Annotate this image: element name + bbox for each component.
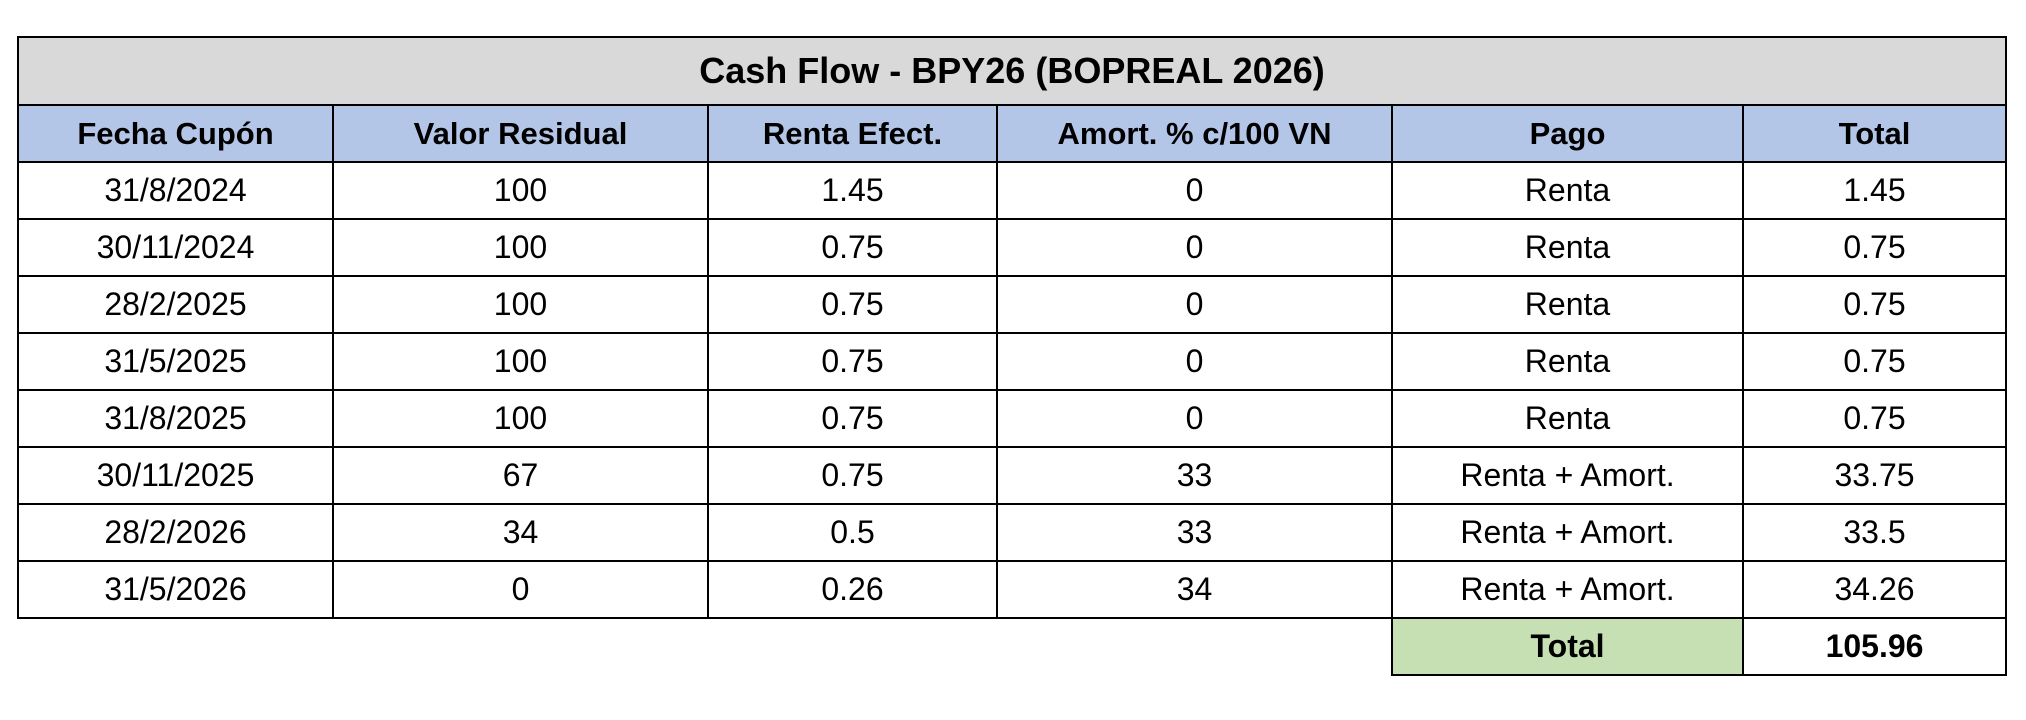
total-label: Total (1391, 617, 1744, 676)
data-cell: 34 (996, 560, 1393, 619)
column-header: Valor Residual (332, 104, 709, 163)
data-row: 31/5/2026 0 0.26 34 Renta + Amort. 34.26 (17, 560, 2007, 619)
data-cell: 67 (332, 446, 709, 505)
data-cell: 0 (996, 389, 1393, 448)
data-cell: 28/2/2025 (17, 275, 334, 334)
data-row: 30/11/2025 67 0.75 33 Renta + Amort. 33.75 (17, 446, 2007, 505)
column-header: Renta Efect. (707, 104, 998, 163)
data-cell: 33 (996, 446, 1393, 505)
data-cell: 0 (996, 275, 1393, 334)
data-cell: Renta + Amort. (1391, 560, 1744, 619)
data-cell: 0.75 (707, 218, 998, 277)
data-cell: Renta (1391, 275, 1744, 334)
data-cell: Renta (1391, 332, 1744, 391)
data-cell: 0.26 (707, 560, 998, 619)
data-cell: 31/5/2026 (17, 560, 334, 619)
data-cell: 0.75 (1742, 218, 2007, 277)
data-cell: 28/2/2026 (17, 503, 334, 562)
data-cell: 33.5 (1742, 503, 2007, 562)
title-row: Cash Flow - BPY26 (BOPREAL 2026) (17, 36, 2007, 106)
column-header: Total (1742, 104, 2007, 163)
column-header: Fecha Cupón (17, 104, 334, 163)
data-cell: 0 (996, 161, 1393, 220)
data-cell: Renta (1391, 218, 1744, 277)
data-cell: 0.5 (707, 503, 998, 562)
data-cell: 0.75 (1742, 275, 2007, 334)
column-header: Amort. % c/100 VN (996, 104, 1393, 163)
data-cell: 34 (332, 503, 709, 562)
data-cell: 100 (332, 332, 709, 391)
data-row: 31/8/2025 100 0.75 0 Renta 0.75 (17, 389, 2007, 448)
data-cell: 31/5/2025 (17, 332, 334, 391)
data-cell: Renta + Amort. (1391, 446, 1744, 505)
data-cell: 1.45 (1742, 161, 2007, 220)
data-cell: Renta + Amort. (1391, 503, 1744, 562)
data-cell: Renta (1391, 161, 1744, 220)
data-row: 31/5/2025 100 0.75 0 Renta 0.75 (17, 332, 2007, 391)
data-cell: 30/11/2024 (17, 218, 334, 277)
header-row: Fecha Cupón Valor Residual Renta Efect. Amo… (17, 104, 2007, 163)
data-cell: 0 (996, 332, 1393, 391)
data-cell: 0.75 (707, 332, 998, 391)
table-body: Cash Flow - BPY26 (BOPREAL 2026) Fecha Cu… (17, 36, 2007, 676)
data-cell: 1.45 (707, 161, 998, 220)
total-row: Total 105.96 (18, 617, 2007, 676)
data-cell: 100 (332, 218, 709, 277)
data-cell: 31/8/2024 (17, 161, 334, 220)
data-cell: 0.75 (707, 389, 998, 448)
cash-flow-table: Cash Flow - BPY26 (BOPREAL 2026) Fecha Cu… (17, 36, 2007, 676)
data-cell: 0.75 (1742, 389, 2007, 448)
total-value: 105.96 (1742, 617, 2007, 676)
data-row: 31/8/2024 100 1.45 0 Renta 1.45 (17, 161, 2007, 220)
data-cell: 0 (996, 218, 1393, 277)
data-cell: 100 (332, 161, 709, 220)
data-row: 28/2/2026 34 0.5 33 Renta + Amort. 33.5 (17, 503, 2007, 562)
data-row: 28/2/2025 100 0.75 0 Renta 0.75 (17, 275, 2007, 334)
data-cell: 100 (332, 275, 709, 334)
data-cell: Renta (1391, 389, 1744, 448)
data-cell: 100 (332, 389, 709, 448)
data-cell: 30/11/2025 (17, 446, 334, 505)
data-cell: 0.75 (707, 446, 998, 505)
data-cell: 33 (996, 503, 1393, 562)
data-cell: 31/8/2025 (17, 389, 334, 448)
data-row: 30/11/2024 100 0.75 0 Renta 0.75 (17, 218, 2007, 277)
data-cell: 33.75 (1742, 446, 2007, 505)
data-cell: 0.75 (707, 275, 998, 334)
table-title: Cash Flow - BPY26 (BOPREAL 2026) (17, 36, 2007, 106)
data-cell: 0.75 (1742, 332, 2007, 391)
data-cell: 0 (332, 560, 709, 619)
column-header: Pago (1391, 104, 1744, 163)
data-cell: 34.26 (1742, 560, 2007, 619)
blank (18, 617, 1392, 675)
